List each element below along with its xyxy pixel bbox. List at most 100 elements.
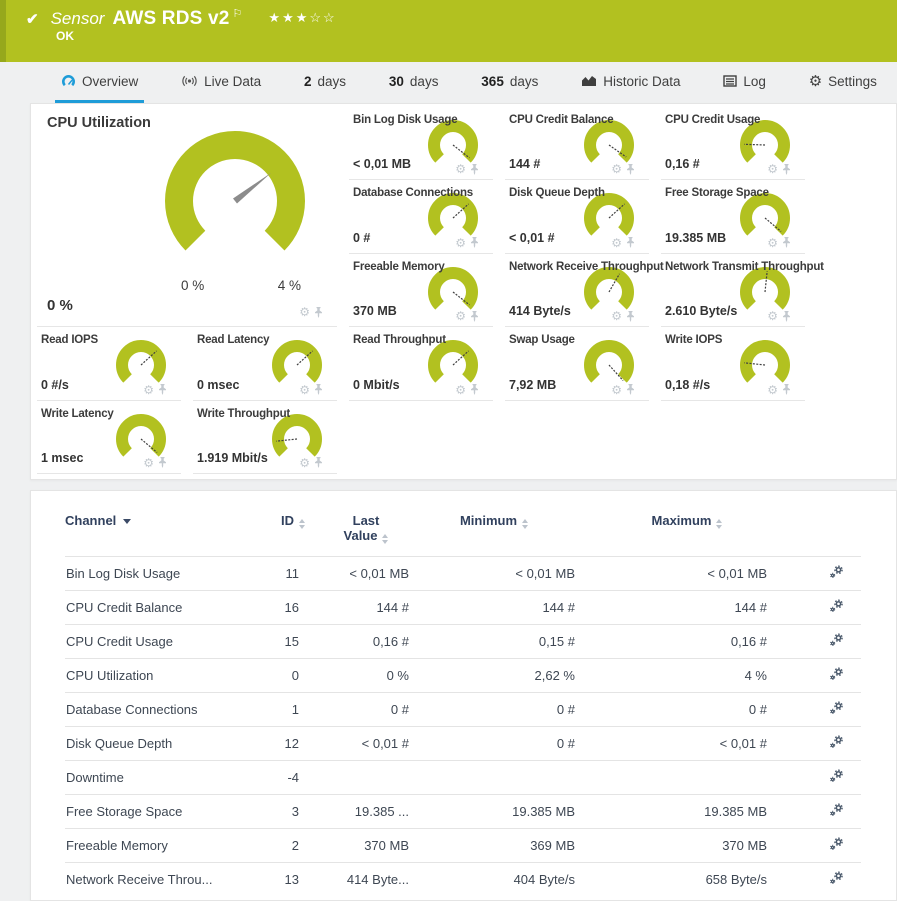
gear-icon[interactable]: ⚙: [143, 455, 154, 470]
pin-icon[interactable]: [470, 237, 479, 249]
pin-icon[interactable]: [314, 457, 323, 469]
gauge-panel-swap-usage[interactable]: Swap Usage 7,92 MB ⚙: [505, 327, 649, 401]
gauge-panel-write-latency[interactable]: Write Latency 1 msec ⚙: [37, 401, 181, 474]
pin-icon[interactable]: [782, 384, 791, 396]
tab-overview[interactable]: Overview: [55, 62, 145, 103]
gauge-panel-bin-log-disk-usage[interactable]: Bin Log Disk Usage < 0,01 MB ⚙: [349, 107, 493, 181]
pin-icon[interactable]: [626, 237, 635, 249]
gauge-arc: [272, 413, 322, 457]
gear-icon[interactable]: ⚙: [143, 382, 154, 397]
pin-icon[interactable]: [470, 384, 479, 396]
column-header-maximum[interactable]: Maximum: [615, 513, 811, 557]
ok-check-icon: ✔: [26, 11, 39, 28]
priority-flag-icon[interactable]: ⚐: [232, 8, 243, 20]
gauge-dial: [428, 120, 478, 163]
gear-icon[interactable]: ⚙: [611, 235, 622, 250]
gauge-panel-cpu-credit-usage[interactable]: CPU Credit Usage 0,16 # ⚙: [661, 107, 805, 181]
pin-icon[interactable]: [158, 457, 167, 469]
pin-icon[interactable]: [782, 163, 791, 175]
gauge-needle: [452, 350, 470, 366]
edit-channel-icon[interactable]: [829, 803, 844, 817]
pin-icon[interactable]: [782, 237, 791, 249]
gear-icon[interactable]: ⚙: [299, 382, 310, 397]
status-color-strip: [0, 0, 6, 62]
gauge-panel-network-transmit-throughput[interactable]: Network Transmit Throughput 2.610 Byte/s…: [661, 254, 824, 328]
gear-icon[interactable]: ⚙: [767, 162, 778, 177]
gear-icon[interactable]: ⚙: [611, 382, 622, 397]
gauge-panel-cpu-credit-balance[interactable]: CPU Credit Balance 144 # ⚙: [505, 107, 649, 181]
pin-icon[interactable]: [470, 163, 479, 175]
gear-icon[interactable]: ⚙: [767, 382, 778, 397]
channel-name-cell[interactable]: Free Storage Space: [65, 794, 251, 829]
gear-icon[interactable]: ⚙: [611, 309, 622, 324]
gauge-value: 0,18 #/s: [665, 377, 711, 392]
gauge-panel-read-latency[interactable]: Read Latency 0 msec ⚙: [193, 327, 337, 401]
channel-name-cell[interactable]: CPU Utilization: [65, 658, 251, 693]
pin-icon[interactable]: [782, 310, 791, 322]
gear-icon[interactable]: ⚙: [455, 162, 466, 177]
pin-icon[interactable]: [470, 310, 479, 322]
pin-icon[interactable]: [626, 310, 635, 322]
pin-icon[interactable]: [314, 384, 323, 396]
gauge-panel-read-iops[interactable]: Read IOPS 0 #/s ⚙: [37, 327, 181, 401]
table-row: Database Connections 1 0 # 0 # 0 #: [65, 692, 861, 727]
gear-icon[interactable]: ⚙: [455, 309, 466, 324]
gear-icon[interactable]: ⚙: [611, 162, 622, 177]
tab-log[interactable]: Log: [717, 62, 772, 103]
column-header-last-value[interactable]: Last Value: [323, 513, 419, 557]
edit-channel-icon[interactable]: [829, 599, 844, 613]
edit-channel-icon[interactable]: [829, 667, 844, 681]
tab-label: Overview: [82, 73, 139, 89]
channel-name-cell[interactable]: Database Connections: [65, 692, 251, 727]
channel-name-cell[interactable]: Freeable Memory: [65, 828, 251, 863]
tab-days[interactable]: 365 days: [475, 62, 544, 103]
gauge-panel-write-iops[interactable]: Write IOPS 0,18 #/s ⚙: [661, 327, 805, 401]
column-header-id[interactable]: ID: [251, 513, 323, 557]
gauge-panel-free-storage-space[interactable]: Free Storage Space 19.385 MB ⚙: [661, 180, 805, 254]
edit-channel-icon[interactable]: [829, 633, 844, 647]
column-header-minimum[interactable]: Minimum: [419, 513, 615, 557]
tab-live-data[interactable]: Live Data: [175, 62, 267, 103]
edit-channel-icon[interactable]: [829, 701, 844, 715]
gear-icon[interactable]: ⚙: [455, 235, 466, 250]
channel-name-cell[interactable]: Disk Queue Depth: [65, 726, 251, 761]
channel-name-cell[interactable]: CPU Credit Usage: [65, 624, 251, 659]
edit-channel-icon[interactable]: [829, 769, 844, 783]
star-rating[interactable]: ★★★☆☆: [268, 10, 337, 25]
pin-icon[interactable]: [626, 163, 635, 175]
edit-channel-icon[interactable]: [829, 837, 844, 851]
gauge-arc: [116, 413, 166, 457]
edit-channel-icon[interactable]: [829, 565, 844, 579]
gauge-value: 370 MB: [353, 304, 397, 319]
table-row: Network Receive Throu... 13 414 Byte... …: [65, 862, 861, 897]
gauge-panel-network-receive-throughput[interactable]: Network Receive Throughput 414 Byte/s ⚙: [505, 254, 664, 328]
pin-icon[interactable]: [626, 384, 635, 396]
column-header-channel[interactable]: Channel: [65, 513, 251, 557]
tab-historic-data[interactable]: Historic Data: [575, 62, 686, 103]
gear-icon[interactable]: ⚙: [455, 382, 466, 397]
channel-name-cell[interactable]: CPU Credit Balance: [65, 590, 251, 625]
channel-name-cell[interactable]: Network Receive Throu...: [65, 862, 251, 897]
channel-name-cell[interactable]: Bin Log Disk Usage: [65, 556, 251, 591]
edit-channel-icon[interactable]: [829, 871, 844, 885]
tab-settings[interactable]: ⚙ Settings: [803, 62, 883, 103]
gear-icon[interactable]: ⚙: [767, 235, 778, 250]
gauge-panel-write-throughput[interactable]: Write Throughput 1.919 Mbit/s ⚙: [193, 401, 337, 474]
gauge-panel-disk-queue-depth[interactable]: Disk Queue Depth < 0,01 # ⚙: [505, 180, 649, 254]
gauge-panel-database-connections[interactable]: Database Connections 0 # ⚙: [349, 180, 493, 254]
gauge-panel-read-throughput[interactable]: Read Throughput 0 Mbit/s ⚙: [349, 327, 493, 401]
channel-name-cell[interactable]: Downtime: [65, 760, 251, 795]
gear-icon[interactable]: ⚙: [299, 455, 310, 470]
tab-days[interactable]: 30 days: [383, 62, 445, 103]
gear-icon[interactable]: ⚙: [299, 305, 310, 320]
gauge-panel-freeable-memory[interactable]: Freeable Memory 370 MB ⚙: [349, 254, 493, 328]
pin-icon[interactable]: [314, 306, 323, 318]
gauge-title: CPU Credit Usage: [665, 114, 761, 126]
gauge-panel-cpu-utilization[interactable]: CPU Utilization 0 % 4 % 0 % ⚙: [37, 107, 337, 328]
pin-icon[interactable]: [158, 384, 167, 396]
tab-days[interactable]: 2 days: [298, 62, 352, 103]
gauge-dial: [740, 266, 790, 310]
edit-channel-icon[interactable]: [829, 735, 844, 749]
gear-icon[interactable]: ⚙: [767, 309, 778, 324]
tab-bar: Overview Live Data 2 days 30 days 365 days Histo…: [0, 62, 897, 103]
